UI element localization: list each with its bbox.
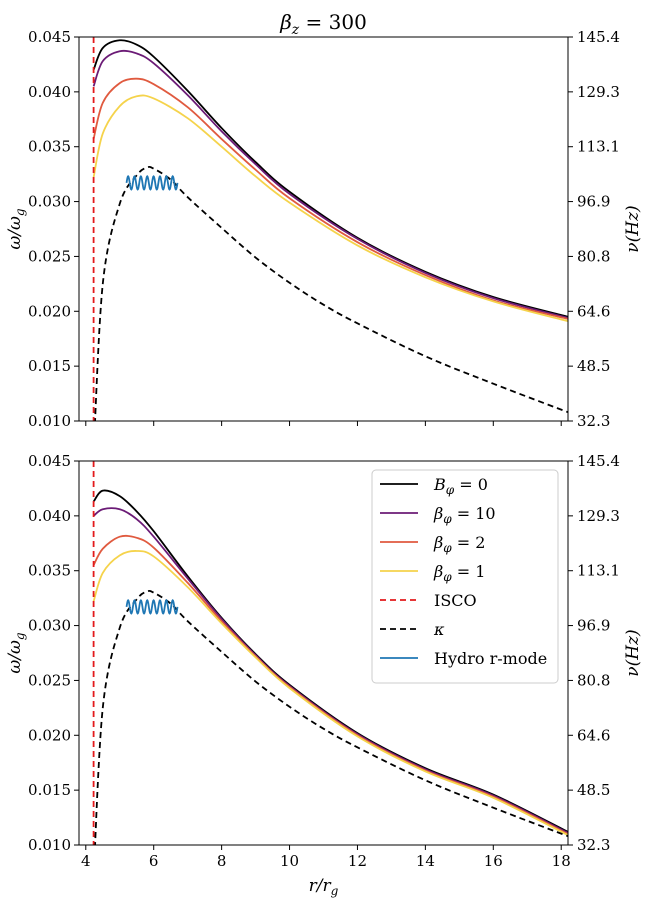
x-tick-label: 14 [416, 852, 435, 870]
y-tick-label: 0.040 [28, 83, 71, 101]
hydro-rmode-line [125, 599, 179, 615]
y-tick-label: 0.020 [28, 302, 71, 320]
y-axis-label: ω/ωg [5, 632, 27, 673]
legend-entry: Bφ = 0 [433, 475, 488, 497]
y-right-axis-label: ν(Hz) [623, 205, 643, 252]
y-right-tick-label: 113.1 [577, 562, 620, 580]
legend: Bφ = 0 βφ = 10 βφ = 2 βφ = 1 ISCO κ Hydro r-mo… [371, 469, 559, 684]
x-tick-label: 10 [280, 852, 299, 870]
y-tick-label: 0.010 [28, 412, 71, 430]
y-axis-label: ω/ωg [5, 208, 27, 249]
x-tick-label: 6 [149, 852, 159, 870]
x-tick-label: 16 [484, 852, 503, 870]
y-right-axis-label: ν(Hz) [623, 629, 643, 676]
y-right-tick-label: 145.4 [577, 28, 620, 46]
legend-entry: βφ = 10 [433, 504, 496, 526]
legend-entry: βφ = 2 [433, 533, 485, 555]
y-tick-label: 0.040 [28, 507, 71, 525]
y-right-tick-label: 64.6 [577, 302, 610, 320]
series-line--1 [92, 550, 568, 836]
axes-frame [78, 460, 569, 846]
y-tick-label: 0.020 [28, 726, 71, 744]
y-right-tick-label: 64.6 [577, 726, 610, 744]
y-tick-label: 0.025 [28, 247, 71, 265]
y-tick-label: 0.030 [28, 617, 71, 635]
chart-title: βz = 300 [279, 10, 367, 38]
y-right-tick-label: 32.3 [577, 836, 610, 854]
x-tick-label: 18 [552, 852, 571, 870]
y-right-tick-label: 96.9 [577, 193, 610, 211]
hydro-rmode-line [125, 175, 179, 191]
y-right-tick-label: 129.3 [577, 507, 620, 525]
y-tick-label: 0.025 [28, 671, 71, 689]
y-tick-label: 0.045 [28, 452, 71, 470]
y-tick-label: 0.030 [28, 193, 71, 211]
legend-box [371, 469, 559, 684]
x-tick-label: 12 [348, 852, 367, 870]
x-tick-label: 4 [81, 852, 91, 870]
legend-entry: ISCO [434, 591, 477, 610]
y-right-tick-label: 96.9 [577, 617, 610, 635]
y-tick-label: 0.035 [28, 138, 71, 156]
legend-entry: κ [433, 620, 445, 639]
series-line--1 [92, 94, 568, 323]
y-tick-label: 0.015 [28, 357, 71, 375]
legend-entry: Hydro r-mode [434, 649, 547, 668]
top-panel: 0.010 32.3 0.015 48.5 0.020 64.6 0.025 80.8 0.03… [5, 10, 643, 430]
series-line--2 [92, 534, 568, 835]
series-line-b-0 [92, 39, 568, 318]
series-line-- [94, 165, 568, 421]
x-axis-label: r/rg [309, 876, 339, 898]
series-line--2 [92, 77, 568, 320]
y-right-tick-label: 32.3 [577, 412, 610, 430]
y-right-tick-label: 80.8 [577, 247, 610, 265]
plot-area [92, 37, 568, 421]
series-line-- [94, 589, 568, 845]
y-right-tick-label: 80.8 [577, 671, 610, 689]
y-right-tick-label: 129.3 [577, 83, 620, 101]
series-line--10 [92, 49, 568, 319]
y-tick-label: 0.035 [28, 562, 71, 580]
legend-entry: βφ = 1 [433, 562, 485, 584]
y-tick-label: 0.045 [28, 28, 71, 46]
y-tick-label: 0.010 [28, 836, 71, 854]
series-line--10 [93, 507, 568, 834]
plot-area [92, 461, 568, 845]
y-right-tick-label: 48.5 [577, 781, 610, 799]
bottom-panel: 4 6 8 10 12 14 16 18 0.010 32.3 0.015 48.5 0.020 64.6… [5, 452, 643, 898]
y-right-tick-label: 145.4 [577, 452, 620, 470]
y-right-tick-label: 48.5 [577, 357, 610, 375]
axes-frame [78, 36, 569, 422]
y-right-tick-label: 113.1 [577, 138, 620, 156]
x-tick-label: 8 [217, 852, 227, 870]
y-tick-label: 0.015 [28, 781, 71, 799]
